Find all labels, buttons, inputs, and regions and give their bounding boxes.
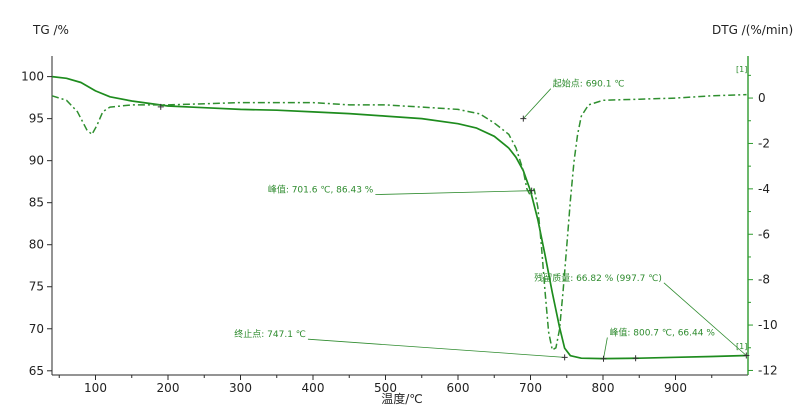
annotation-label: 起始点: 690.1 ℃ xyxy=(553,78,625,90)
x-tick-label: 400 xyxy=(302,381,325,395)
x-tick-label: 300 xyxy=(229,381,252,395)
x-tick-label: 200 xyxy=(157,381,180,395)
curve-cross-marker xyxy=(157,103,164,110)
annotation-label: 残留质量: 66.82 % (997.7 ℃) xyxy=(534,272,662,284)
x-tick-label: 100 xyxy=(84,381,107,395)
y-left-tick-label: 95 xyxy=(29,112,44,126)
annotation-leader-line xyxy=(663,282,747,356)
annotation-anchor-cross xyxy=(528,187,535,194)
right-axis-title: DTG /(%/min) xyxy=(712,23,793,37)
left-axis-title: TG /% xyxy=(32,23,69,37)
annotation-leader-line xyxy=(375,190,532,196)
curves xyxy=(51,75,747,360)
x-tick-label: 800 xyxy=(592,381,615,395)
annotation-label: 峰值: 701.6 ℃, 86.43 % xyxy=(268,184,374,196)
y-left-tick-label: 100 xyxy=(21,70,44,84)
x-tick-label: 500 xyxy=(374,381,397,395)
annotation-anchor-cross xyxy=(561,354,568,361)
dtg-curve-marker: [1] xyxy=(736,65,747,74)
y-right-tick-label: -10 xyxy=(758,318,778,332)
y-right-tick-label: -4 xyxy=(758,182,770,196)
x-tick-label: 700 xyxy=(519,381,542,395)
annotation-anchor-cross xyxy=(743,352,750,359)
x-axis-title: 温度/℃ xyxy=(381,391,423,406)
annotation-leader-line xyxy=(307,338,565,358)
annotation-leader-line xyxy=(603,337,608,359)
y-left-tick-label: 90 xyxy=(29,154,44,168)
y-left-tick-label: 70 xyxy=(29,322,44,336)
y-left-tick-label: 65 xyxy=(29,364,44,378)
x-tick-label: 900 xyxy=(664,381,687,395)
y-right-tick-label: -2 xyxy=(758,136,770,150)
y-right-tick-label: 0 xyxy=(758,91,766,105)
annotation-label: 峰值: 800.7 ℃, 66.44 % xyxy=(609,326,715,338)
y-left-tick-label: 75 xyxy=(29,280,44,294)
y-right-tick-label: -6 xyxy=(758,227,770,241)
y-left-tick-label: 80 xyxy=(29,238,44,252)
annotation-anchor-cross xyxy=(600,355,607,362)
tick-marks: 100 200 300 400 500 600 700 800 900 65 70 75 80 85 90 9… xyxy=(21,70,778,395)
annotations: 起始点: 690.1 ℃ 峰值: 701.6 ℃, 86.43 % 终止点: 747… xyxy=(157,65,750,362)
y-left-tick-label: 85 xyxy=(29,196,44,210)
tg-curve-marker: [1] xyxy=(736,342,747,351)
series-tg-line xyxy=(51,75,747,360)
x-tick-label: 600 xyxy=(447,381,470,395)
annotation-leader-line xyxy=(523,88,552,119)
y-right-tick-label: -8 xyxy=(758,273,770,287)
series-dtg-line xyxy=(51,93,747,351)
y-right-tick-label: -12 xyxy=(758,363,778,377)
annotation-label: 终止点: 747.1 ℃ xyxy=(234,328,306,340)
curve-cross-marker xyxy=(632,355,639,362)
annotation-anchor-cross xyxy=(520,115,527,122)
